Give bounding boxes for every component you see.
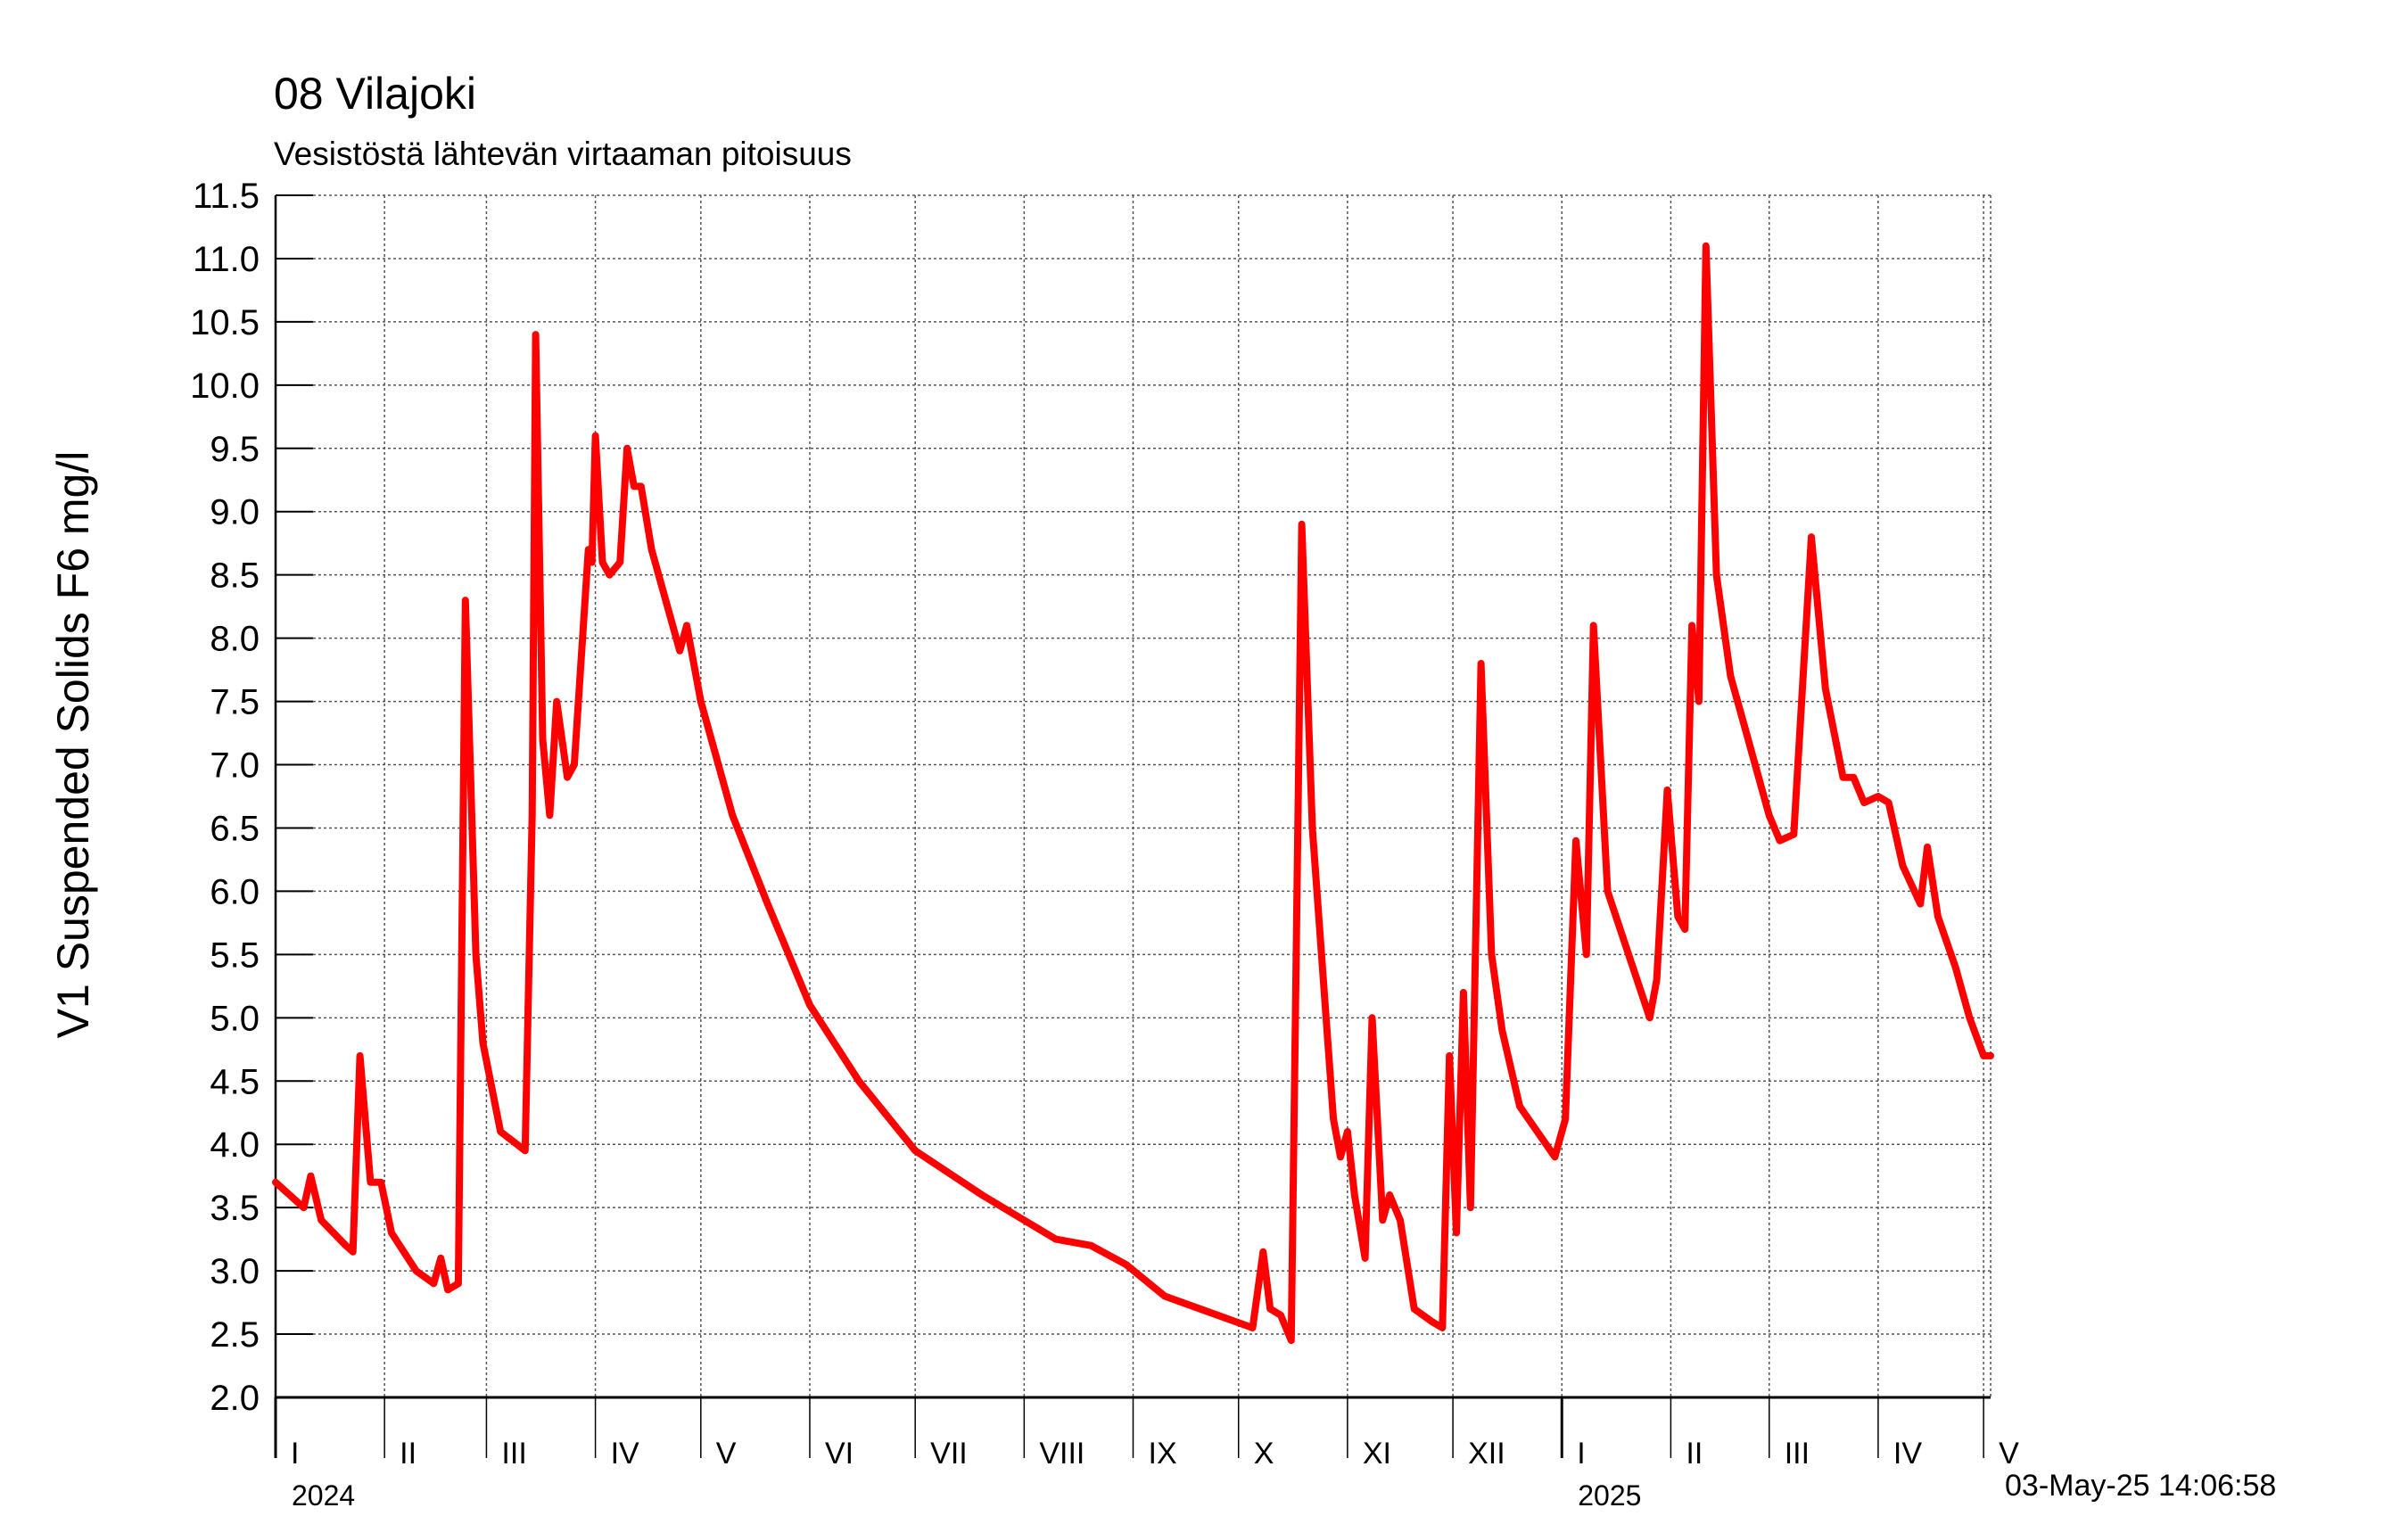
- x-month-label: V: [1999, 1437, 2019, 1471]
- chart-subtitle: Vesistöstä lähtevän virtaaman pitoisuus: [274, 136, 852, 172]
- timestamp: 03-May-25 14:06:58: [2005, 1469, 2277, 1503]
- y-tick-label: 5.0: [210, 999, 260, 1038]
- y-tick-label: 7.5: [210, 683, 260, 722]
- y-tick-label: 8.0: [210, 620, 260, 659]
- x-month-label: VI: [825, 1437, 854, 1471]
- y-tick-label: 5.5: [210, 935, 260, 975]
- x-month-label: IV: [1893, 1437, 1922, 1471]
- x-month-label: IX: [1149, 1437, 1177, 1471]
- y-tick-label: 4.0: [210, 1125, 260, 1165]
- y-tick-label: 9.5: [210, 430, 260, 469]
- y-tick-label: 2.5: [210, 1315, 260, 1355]
- y-tick-label: 6.5: [210, 809, 260, 848]
- x-month-label: IV: [611, 1437, 639, 1471]
- x-year-label: 2024: [292, 1479, 355, 1512]
- x-month-label: III: [1785, 1437, 1810, 1471]
- x-month-label: VII: [930, 1437, 968, 1471]
- chart-title: 08 Vilajoki: [274, 69, 477, 119]
- x-month-label: X: [1254, 1437, 1274, 1471]
- x-month-label: I: [291, 1437, 299, 1471]
- x-month-label: II: [1686, 1437, 1703, 1471]
- series-layer: [272, 242, 1994, 1345]
- y-tick-label: 4.5: [210, 1062, 260, 1101]
- x-month-label: XII: [1468, 1437, 1505, 1471]
- x-month-label: XI: [1363, 1437, 1391, 1471]
- y-tick-label: 8.5: [210, 556, 260, 596]
- y-tick-label: 7.0: [210, 746, 260, 786]
- x-month-label: III: [501, 1437, 526, 1471]
- x-year-label: 2025: [1578, 1479, 1641, 1512]
- tick-labels: 2.0 2.5 3.0 3.5 4.0 4.5 5.0 5.5 6.0 6.5 7.0 7.5 8.0 8…: [190, 177, 2019, 1512]
- y-tick-label: 2.0: [210, 1379, 260, 1418]
- y-axis-label: V1 Suspended Solids F6 mg/l: [48, 450, 98, 1039]
- x-month-label: I: [1577, 1437, 1585, 1471]
- x-month-label: V: [716, 1437, 737, 1471]
- y-tick-label: 9.0: [210, 493, 260, 532]
- x-month-label: VIII: [1039, 1437, 1084, 1471]
- y-tick-label: 10.5: [190, 303, 260, 342]
- series-line: [272, 242, 1994, 1345]
- y-tick-label: 11.0: [193, 240, 260, 279]
- y-tick-label: 10.0: [190, 367, 260, 406]
- y-tick-label: 3.0: [210, 1252, 260, 1291]
- axes: [274, 194, 1991, 1458]
- y-tick-label: 6.0: [210, 872, 260, 911]
- x-month-label: II: [400, 1437, 416, 1471]
- y-tick-label: 3.5: [210, 1189, 260, 1228]
- y-tick-label: 11.5: [193, 177, 260, 216]
